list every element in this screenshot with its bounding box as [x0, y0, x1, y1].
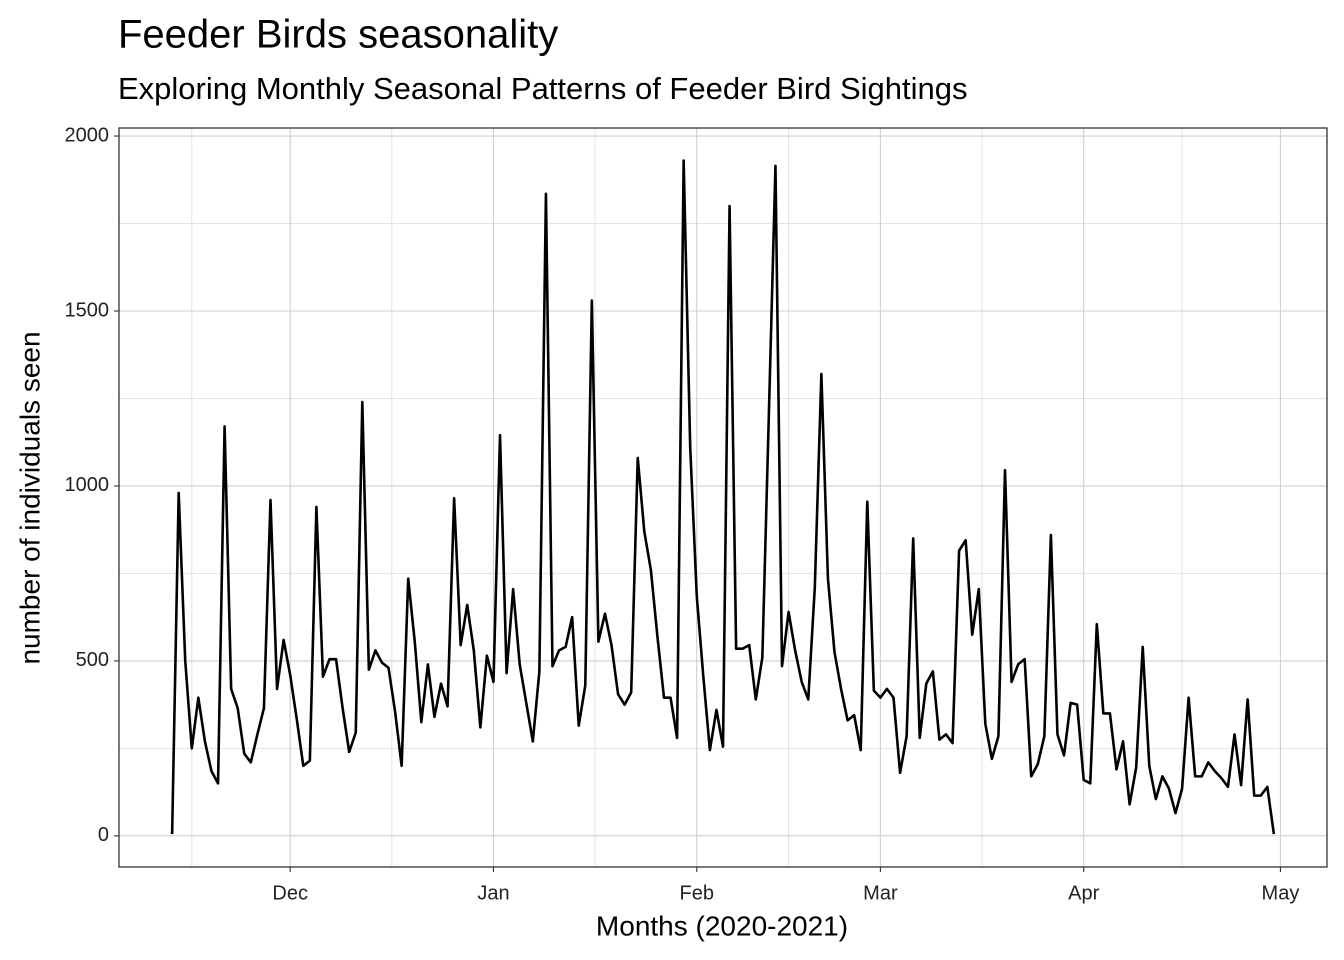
- x-tick-label: Dec: [272, 882, 308, 904]
- y-tick-label: 1000: [65, 474, 110, 496]
- x-axis-label: Months (2020-2021): [596, 910, 848, 941]
- data-line: [170, 159, 1276, 835]
- plot-border: [118, 127, 1328, 868]
- chart-subtitle: Exploring Monthly Seasonal Patterns of F…: [118, 71, 968, 106]
- x-tick-label: Jan: [477, 882, 509, 904]
- x-tick-label: Apr: [1068, 882, 1099, 904]
- chart-title: Feeder Birds seasonality: [118, 13, 558, 57]
- y-tick-label: 2000: [65, 124, 110, 146]
- x-tick-label: Mar: [863, 882, 898, 904]
- y-tick-label: 1500: [65, 299, 110, 321]
- y-axis-label: number of individuals seen: [14, 331, 45, 664]
- x-tick-label: May: [1262, 882, 1300, 904]
- x-tick-label: Feb: [680, 882, 714, 904]
- y-tick-label: 500: [76, 649, 109, 671]
- y-tick-label: 0: [98, 824, 109, 846]
